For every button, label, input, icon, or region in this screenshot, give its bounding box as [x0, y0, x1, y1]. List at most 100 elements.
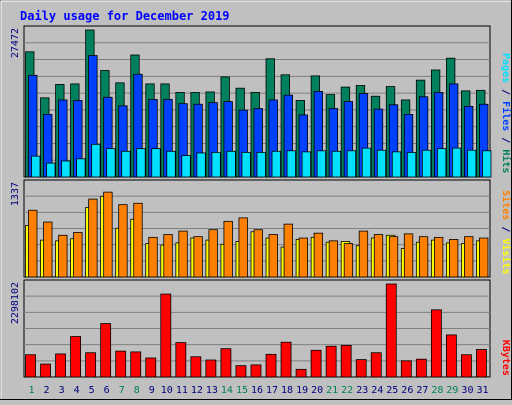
bar-sites-day-1	[28, 209, 38, 278]
bar-pages-day-1	[31, 155, 41, 178]
bar-pages-day-22	[346, 150, 357, 178]
bar-kbytes-day-26	[400, 360, 412, 378]
x-tick-label-17: 17	[266, 385, 278, 396]
hits-panel-ymax-label: 27472	[10, 28, 21, 58]
kbytes-panel: 2298102	[10, 279, 491, 378]
x-tick-label-13: 13	[206, 385, 218, 396]
x-tick-label-4: 4	[74, 385, 80, 396]
bar-kbytes-day-21	[325, 345, 337, 378]
bar-sites-day-4	[73, 232, 83, 278]
bar-kbytes-day-1	[25, 354, 36, 378]
bar-sites-day-5	[88, 198, 98, 278]
bar-kbytes-day-13	[205, 359, 217, 378]
bar-kbytes-day-2	[40, 363, 51, 378]
x-axis-labels: 1 2 3 4 5 6 7 8 9 10 11 12 13 14 15 16 17 18 19 20 21 22 23 24 2…	[29, 385, 489, 396]
x-tick-label-26: 26	[401, 385, 413, 396]
bar-pages-day-2	[46, 162, 56, 178]
bar-sites-day-23	[358, 230, 369, 278]
bar-sites-day-22	[343, 243, 354, 278]
bar-kbytes-day-28	[430, 309, 442, 378]
bar-pages-day-11	[181, 155, 191, 178]
bar-sites-day-7	[118, 204, 128, 278]
bar-kbytes-day-20	[310, 349, 322, 378]
x-tick-label-19: 19	[296, 385, 308, 396]
chart-title: Daily usage for December 2019	[20, 9, 230, 23]
x-tick-label-9: 9	[149, 385, 155, 396]
bar-sites-day-2	[43, 221, 53, 278]
x-tick-label-1: 1	[29, 385, 35, 396]
bar-kbytes-day-5	[85, 352, 97, 378]
bar-pages-day-7	[121, 150, 131, 178]
bar-kbytes-day-30	[461, 354, 472, 378]
x-tick-label-11: 11	[176, 385, 188, 396]
hits-panel: 27472	[10, 25, 492, 178]
x-tick-label-20: 20	[311, 385, 323, 396]
x-tick-label-16: 16	[251, 385, 263, 396]
bar-pages-day-28	[436, 148, 447, 178]
panels-group: 27472 1337 2298102	[10, 25, 492, 378]
bar-kbytes-day-18	[280, 341, 292, 378]
bar-kbytes-day-7	[115, 350, 127, 378]
x-tick-label-6: 6	[104, 385, 110, 396]
x-tick-label-10: 10	[161, 385, 173, 396]
bar-sites-day-26	[403, 233, 414, 278]
legend-2-0: KBytes	[500, 340, 511, 376]
bar-pages-day-10	[166, 150, 176, 178]
bar-pages-day-26	[406, 151, 417, 178]
x-tick-label-29: 29	[446, 385, 458, 396]
legend-1-1: /	[500, 220, 511, 238]
x-tick-label-5: 5	[89, 385, 95, 396]
bar-pages-day-5	[91, 143, 101, 178]
kbytes-panel-ymax-label: 2298102	[10, 282, 21, 324]
bar-sites-day-13	[208, 229, 218, 278]
x-tick-label-27: 27	[416, 385, 428, 396]
bar-kbytes-day-16	[250, 364, 262, 378]
bar-kbytes-day-25	[385, 283, 397, 378]
legend-0-4: Hits	[500, 149, 512, 173]
x-tick-label-14: 14	[221, 385, 233, 396]
bar-kbytes-day-10	[160, 293, 172, 378]
bar-sites-day-28	[433, 236, 444, 278]
kbytes-panel-side-legend: KBytes	[500, 340, 511, 376]
bar-pages-day-3	[61, 160, 71, 178]
bar-pages-day-16	[256, 151, 266, 178]
bar-pages-day-13	[211, 151, 221, 178]
bar-pages-day-17	[271, 150, 281, 178]
bar-pages-day-6	[106, 148, 116, 178]
bar-kbytes-day-19	[295, 368, 307, 378]
bar-pages-day-19	[301, 151, 311, 178]
bar-sites-day-6	[103, 191, 113, 278]
x-tick-label-28: 28	[431, 385, 443, 396]
x-tick-label-2: 2	[44, 385, 50, 396]
bar-sites-day-29	[449, 239, 459, 278]
x-tick-label-30: 30	[461, 385, 473, 396]
bar-sites-day-31	[479, 237, 489, 278]
legend-0-0: Pages	[500, 53, 511, 83]
bar-kbytes-day-11	[175, 342, 187, 378]
bar-sites-day-17	[268, 234, 278, 278]
bar-pages-day-12	[196, 152, 206, 178]
sites-panel: 1337	[10, 179, 491, 278]
bar-pages-day-23	[361, 147, 372, 178]
bar-sites-day-16	[253, 229, 263, 278]
x-tick-label-24: 24	[371, 385, 383, 396]
bar-kbytes-day-23	[355, 359, 367, 378]
legend-0-2: Files	[500, 101, 512, 131]
legend-0-1: /	[500, 83, 511, 101]
bar-pages-day-4	[76, 158, 86, 178]
bar-kbytes-day-27	[415, 358, 427, 378]
bar-kbytes-day-4	[70, 336, 81, 378]
bar-sites-day-19	[298, 237, 308, 278]
bar-sites-day-8	[133, 202, 143, 278]
bar-pages-day-31	[482, 150, 492, 178]
bar-kbytes-day-29	[446, 334, 457, 378]
bar-kbytes-day-3	[55, 353, 66, 378]
bar-pages-day-9	[151, 148, 161, 178]
bar-sites-day-27	[418, 236, 429, 278]
bar-sites-day-11	[178, 230, 188, 278]
x-tick-label-23: 23	[356, 385, 368, 396]
bar-pages-day-30	[467, 149, 477, 178]
bar-sites-day-15	[238, 217, 248, 278]
hits-panel-side-legend: Pages / Files / Hits	[500, 53, 512, 173]
